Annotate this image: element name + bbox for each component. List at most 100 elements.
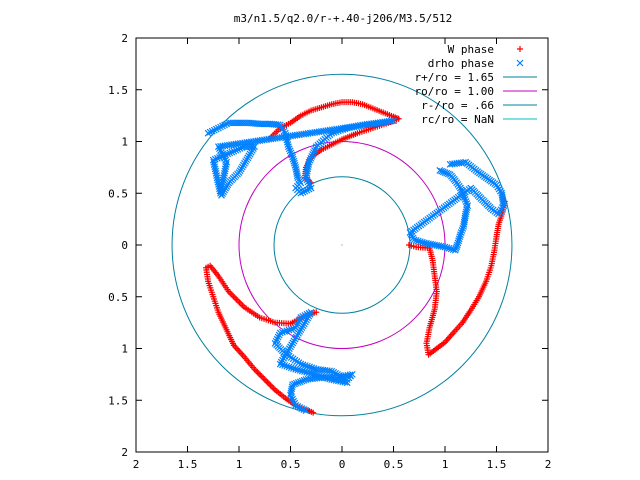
data-point bbox=[290, 365, 297, 372]
data-point bbox=[289, 395, 296, 403]
data-point bbox=[223, 120, 231, 128]
data-point bbox=[306, 182, 314, 190]
data-point bbox=[214, 124, 222, 132]
data-point bbox=[309, 151, 317, 158]
data-point bbox=[286, 147, 294, 155]
data-point bbox=[296, 404, 304, 411]
data-point bbox=[308, 152, 316, 160]
data-point bbox=[281, 362, 289, 369]
reference-circle bbox=[171, 73, 513, 417]
legend-label: W phase bbox=[448, 43, 494, 56]
legend-label: ro/ro = 1.00 bbox=[415, 85, 494, 98]
data-point bbox=[236, 145, 244, 152]
data-point bbox=[423, 239, 430, 247]
data-point bbox=[292, 402, 300, 409]
data-point bbox=[301, 187, 309, 195]
data-point bbox=[221, 121, 229, 129]
data-point bbox=[317, 373, 325, 380]
data-point bbox=[204, 129, 212, 137]
data-point bbox=[290, 157, 298, 165]
data-point bbox=[315, 372, 323, 380]
data-point bbox=[214, 143, 222, 151]
data-point bbox=[457, 229, 465, 237]
data-point bbox=[416, 238, 424, 246]
x-tick-label: 1.5 bbox=[178, 458, 198, 471]
data-point bbox=[311, 371, 319, 379]
y-tick-label: 0.5 bbox=[108, 291, 128, 304]
data-point bbox=[287, 364, 295, 372]
data-point bbox=[343, 379, 351, 387]
data-point bbox=[305, 158, 313, 166]
data-point bbox=[288, 151, 296, 159]
data-point bbox=[312, 365, 320, 373]
data-point bbox=[287, 325, 295, 333]
data-point bbox=[291, 161, 299, 169]
data-point bbox=[273, 335, 281, 343]
data-point bbox=[460, 220, 468, 228]
y-tick-label: 0.5 bbox=[108, 187, 128, 200]
data-point bbox=[462, 198, 470, 205]
data-point bbox=[304, 178, 312, 186]
data-point bbox=[449, 246, 457, 253]
data-point bbox=[498, 191, 506, 199]
data-point bbox=[446, 160, 454, 168]
data-point bbox=[278, 361, 286, 369]
data-point bbox=[447, 245, 455, 253]
data-point bbox=[460, 222, 467, 230]
data-point bbox=[341, 378, 349, 386]
data-point bbox=[305, 369, 313, 377]
data-points bbox=[203, 99, 508, 416]
legend-label: r+/ro = 1.65 bbox=[415, 71, 494, 84]
y-tick-label: 2 bbox=[121, 446, 128, 459]
data-point bbox=[458, 227, 466, 234]
data-point bbox=[217, 123, 224, 131]
data-point bbox=[332, 369, 339, 377]
data-point bbox=[313, 371, 321, 379]
data-point bbox=[463, 206, 471, 214]
data-point bbox=[285, 326, 293, 334]
data-point bbox=[414, 237, 422, 245]
data-point bbox=[310, 365, 318, 372]
data-point bbox=[218, 153, 225, 160]
data-point bbox=[285, 145, 293, 153]
x-tick-label: 2 bbox=[133, 458, 140, 471]
data-point bbox=[291, 380, 298, 388]
x-tick-label: 0 bbox=[339, 458, 346, 471]
data-point bbox=[255, 370, 262, 377]
data-point bbox=[300, 406, 308, 413]
data-point bbox=[443, 244, 451, 252]
data-point bbox=[232, 146, 240, 154]
data-point bbox=[455, 237, 463, 245]
data-point bbox=[454, 239, 462, 247]
data-point bbox=[445, 244, 453, 252]
x-tick-label: 0.5 bbox=[281, 458, 301, 471]
data-point bbox=[284, 141, 292, 148]
y-tick-label: 1 bbox=[121, 343, 128, 356]
data-point bbox=[457, 231, 464, 239]
data-point bbox=[324, 374, 332, 382]
data-point bbox=[230, 147, 238, 155]
data-point bbox=[260, 375, 267, 382]
legend-marker bbox=[516, 59, 524, 67]
data-point bbox=[456, 233, 464, 241]
data-point bbox=[285, 363, 293, 371]
data-point bbox=[302, 407, 310, 415]
data-point bbox=[291, 399, 299, 407]
data-point bbox=[307, 154, 315, 162]
data-point bbox=[271, 339, 279, 347]
data-point bbox=[290, 159, 298, 167]
data-point bbox=[320, 373, 327, 381]
x-tick-label: 0.5 bbox=[384, 458, 404, 471]
x-tick-label: 1.5 bbox=[487, 458, 507, 471]
data-point bbox=[278, 328, 286, 336]
data-point bbox=[306, 156, 314, 164]
data-point bbox=[216, 145, 223, 153]
y-tick-label: 0 bbox=[121, 239, 128, 252]
data-point bbox=[276, 329, 284, 337]
data-point bbox=[298, 377, 306, 385]
data-point bbox=[287, 149, 295, 157]
data-point bbox=[269, 383, 276, 390]
chart-title: m3/n1.5/q2.0/r-+.40-j206/M3.5/512 bbox=[234, 12, 453, 25]
data-point bbox=[322, 374, 329, 382]
